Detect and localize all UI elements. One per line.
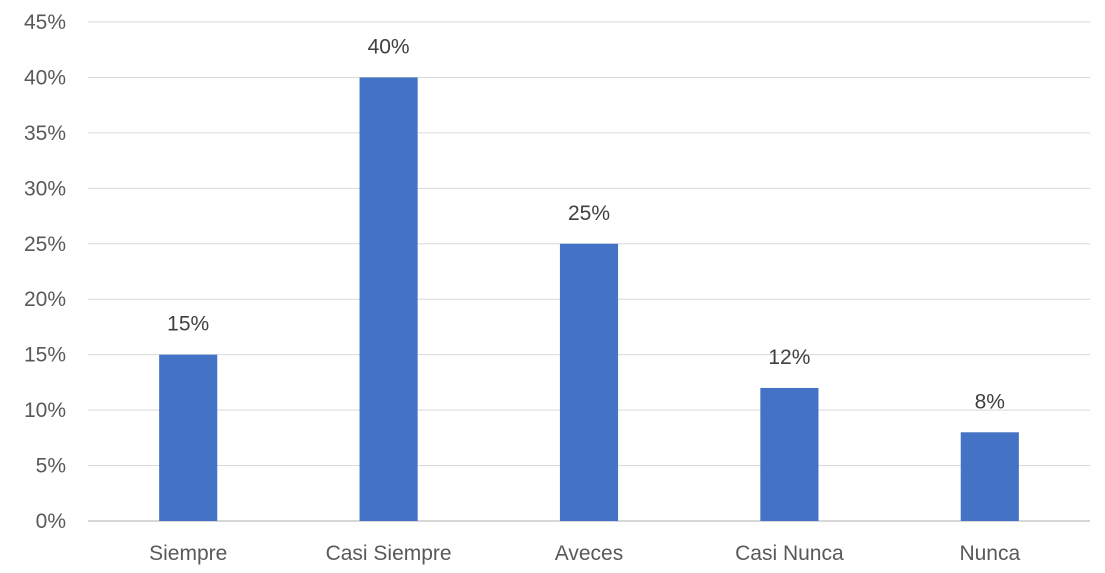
- data-label-aveces: 25%: [568, 202, 610, 225]
- y-tick-label-45: 45%: [24, 11, 66, 34]
- bar-nunca: [960, 432, 1019, 521]
- x-axis-categories: Siempre Casi Siempre Aveces Casi Nunca Nunca: [149, 542, 1020, 565]
- data-label-siempre: 15%: [167, 313, 209, 336]
- data-labels: 15% 40% 25% 12% 8%: [167, 35, 1005, 413]
- data-label-casi-siempre: 40%: [368, 35, 410, 58]
- y-tick-label-0: 0%: [36, 510, 66, 533]
- y-tick-label-40: 40%: [24, 66, 66, 89]
- y-tick-label-35: 35%: [24, 122, 66, 145]
- x-category-label-nunca: Nunca: [959, 542, 1020, 565]
- y-tick-label-10: 10%: [24, 399, 66, 422]
- data-label-nunca: 8%: [975, 390, 1005, 413]
- x-category-label-siempre: Siempre: [149, 542, 227, 565]
- y-tick-label-30: 30%: [24, 177, 66, 200]
- bar-casi-siempre: [359, 77, 418, 521]
- y-tick-label-5: 5%: [36, 455, 66, 478]
- y-tick-label-20: 20%: [24, 288, 66, 311]
- data-label-casi-nunca: 12%: [768, 346, 810, 369]
- x-category-label-casi-siempre: Casi Siempre: [326, 542, 452, 565]
- y-tick-label-25: 25%: [24, 233, 66, 256]
- x-category-label-aveces: Aveces: [555, 542, 624, 565]
- bar-siempre: [159, 354, 218, 521]
- y-tick-label-15: 15%: [24, 344, 66, 367]
- x-category-label-casi-nunca: Casi Nunca: [735, 542, 844, 565]
- bars: [159, 77, 1019, 521]
- bar-casi-nunca: [760, 387, 819, 521]
- bar-aveces: [559, 243, 619, 521]
- y-axis-ticks: 0% 5% 10% 15% 20% 25% 30% 35% 40% 45%: [24, 11, 66, 533]
